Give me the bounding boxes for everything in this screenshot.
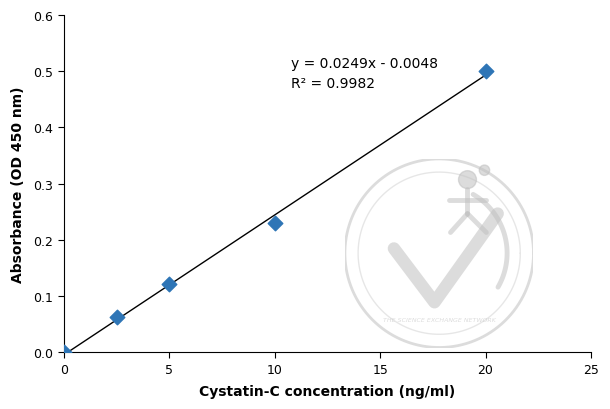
Circle shape — [479, 166, 490, 176]
Y-axis label: Absorbance (OD 450 nm): Absorbance (OD 450 nm) — [11, 86, 25, 282]
Text: y = 0.0249x - 0.0048
R² = 0.9982: y = 0.0249x - 0.0048 R² = 0.9982 — [290, 56, 437, 91]
Text: THE SCIENCE EXCHANGE NETWORK: THE SCIENCE EXCHANGE NETWORK — [382, 317, 496, 322]
Point — [165, 281, 174, 287]
Point — [270, 220, 279, 227]
Point — [59, 349, 69, 355]
X-axis label: Cystatin-C concentration (ng/ml): Cystatin-C concentration (ng/ml) — [199, 384, 456, 398]
Point — [112, 314, 121, 320]
Circle shape — [459, 171, 476, 189]
Point — [481, 69, 490, 75]
